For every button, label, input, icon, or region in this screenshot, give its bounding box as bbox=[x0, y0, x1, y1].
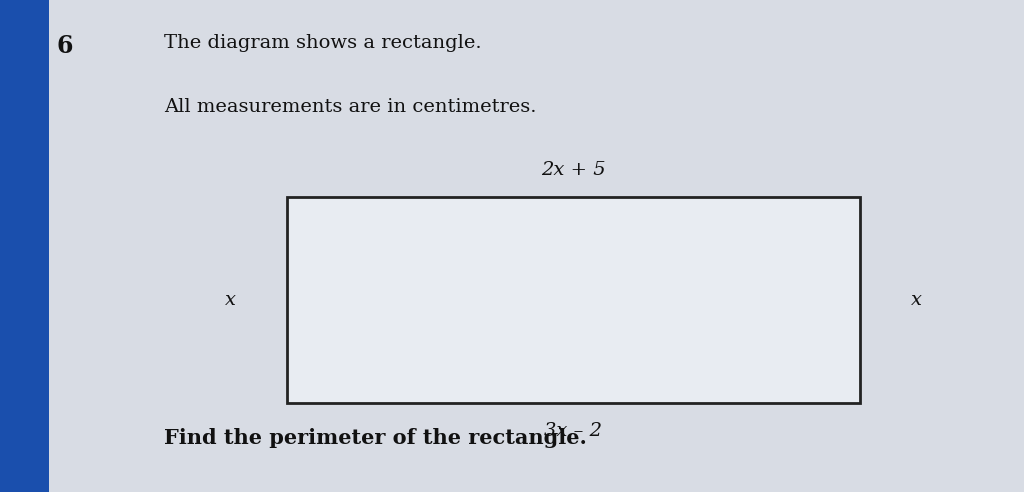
Text: 6: 6 bbox=[56, 34, 73, 59]
Text: 3x – 2: 3x – 2 bbox=[545, 422, 602, 439]
Text: x: x bbox=[225, 291, 236, 309]
Text: Find the perimeter of the rectangle.: Find the perimeter of the rectangle. bbox=[164, 428, 587, 448]
Text: 2x + 5: 2x + 5 bbox=[541, 161, 606, 179]
Bar bbox=[287, 197, 860, 403]
Text: x: x bbox=[911, 291, 922, 309]
Text: All measurements are in centimetres.: All measurements are in centimetres. bbox=[164, 98, 537, 117]
Bar bbox=[0, 0, 49, 492]
Text: The diagram shows a rectangle.: The diagram shows a rectangle. bbox=[164, 34, 481, 53]
